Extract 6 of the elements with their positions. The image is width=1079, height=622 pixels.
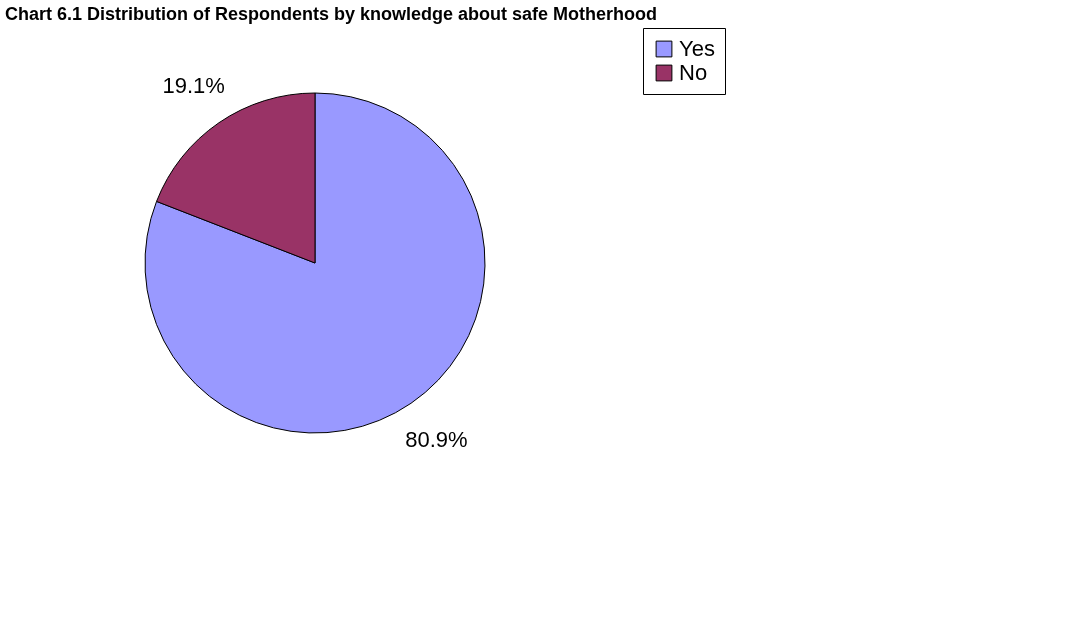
pie-slice — [144, 92, 486, 434]
data-label: 80.9% — [405, 427, 468, 453]
chart-title: Chart 6.1 Distribution of Respondents by knowledge about safe Motherhood — [5, 3, 658, 24]
legend-label: Yes — [679, 36, 715, 61]
legend-label: No — [679, 60, 708, 85]
data-label: 19.1% — [162, 72, 225, 98]
